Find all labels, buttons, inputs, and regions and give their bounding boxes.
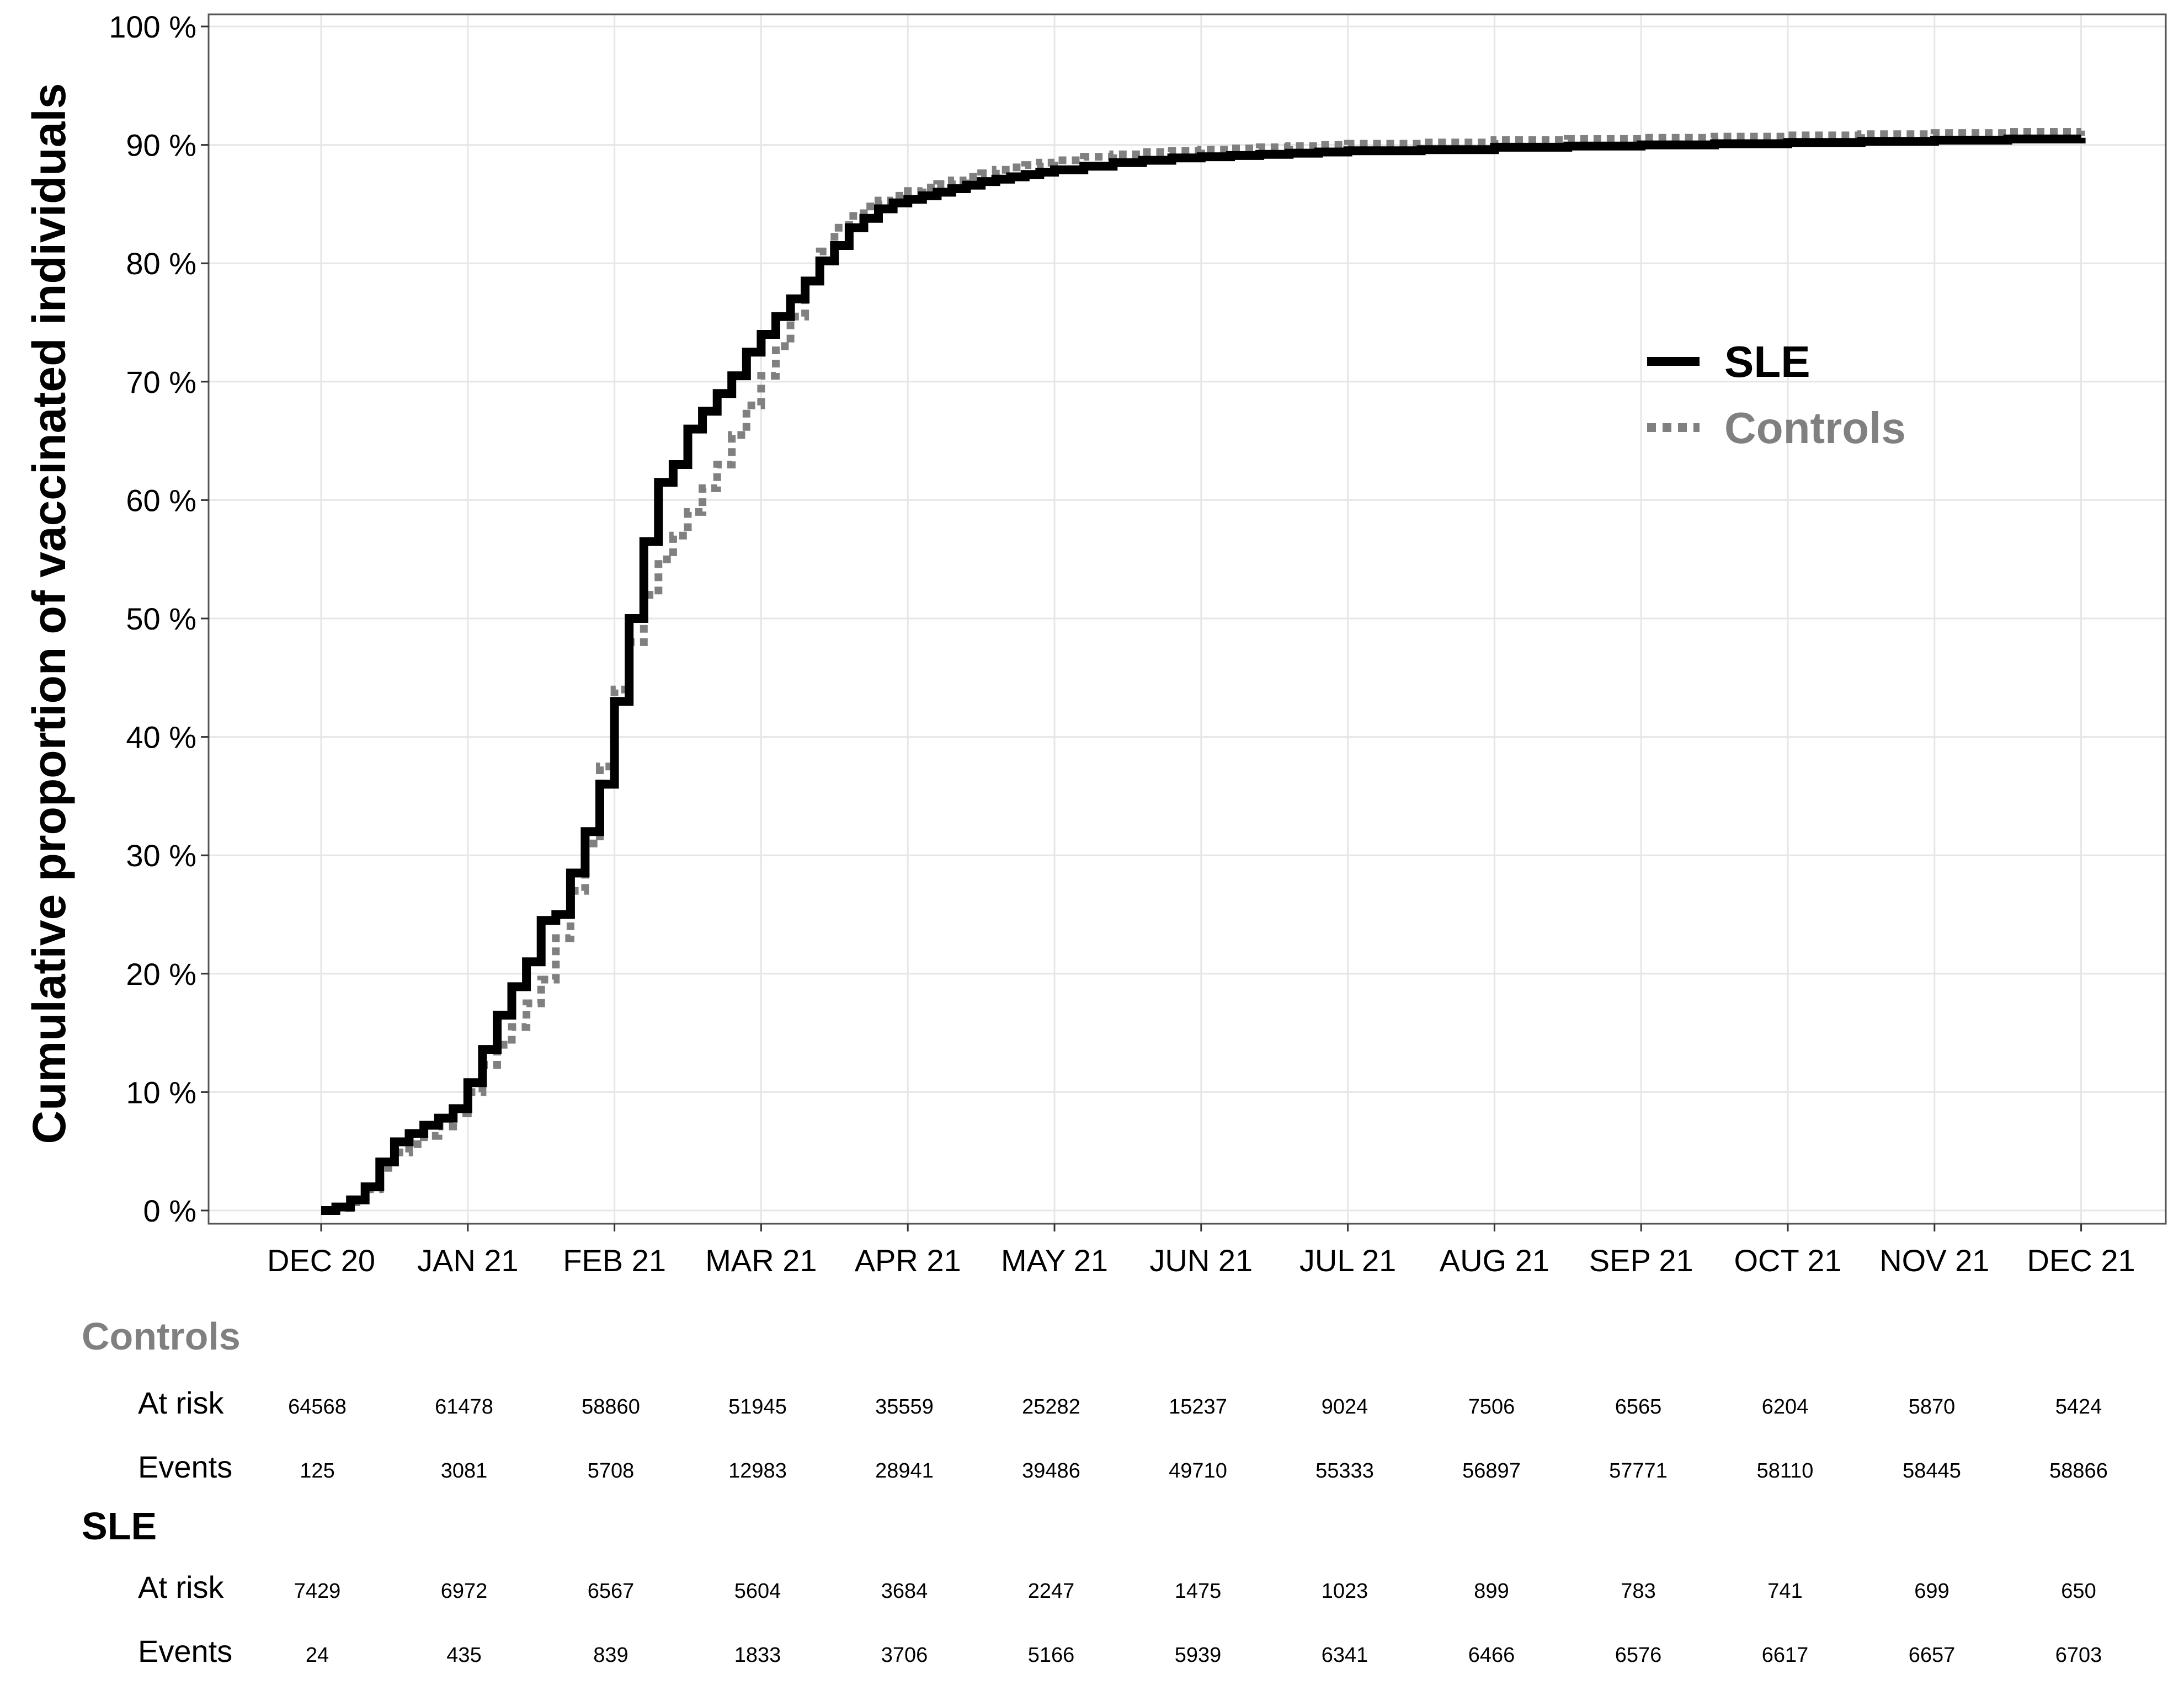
risk-value: 6657 [1909, 1644, 1956, 1667]
risk-row-label: Events [138, 1634, 232, 1668]
risk-row-label: Events [138, 1449, 232, 1484]
risk-value: 6466 [1468, 1644, 1515, 1667]
risk-value: 25282 [1022, 1395, 1080, 1419]
risk-value: 125 [300, 1459, 334, 1483]
y-tick-label: 40 % [126, 720, 196, 755]
risk-value: 5939 [1175, 1644, 1222, 1667]
x-tick-label: OCT 21 [1734, 1243, 1841, 1278]
y-tick-label: 50 % [126, 601, 196, 636]
risk-value: 5870 [1909, 1395, 1956, 1419]
risk-row-label: At risk [138, 1570, 225, 1604]
x-tick-label: JUL 21 [1299, 1243, 1396, 1278]
risk-value: 3684 [881, 1580, 928, 1603]
risk-value: 741 [1767, 1580, 1802, 1603]
risk-value: 783 [1621, 1580, 1655, 1603]
legend: SLE Controls [1647, 337, 1906, 452]
risk-value: 58866 [2049, 1459, 2108, 1483]
x-tick-label: JUN 21 [1149, 1243, 1253, 1278]
x-tick-label: DEC 20 [267, 1243, 375, 1278]
risk-value: 9024 [1322, 1395, 1368, 1419]
risk-value: 55333 [1315, 1459, 1374, 1483]
y-axis-title: Cumulative proportion of vaccinated indi… [23, 83, 75, 1144]
x-tick-label: DEC 21 [2027, 1243, 2135, 1278]
risk-value: 6567 [588, 1580, 635, 1603]
x-tick-label: AUG 21 [1440, 1243, 1549, 1278]
y-tick-label: 100 % [109, 9, 196, 44]
risk-value: 61478 [435, 1395, 493, 1419]
risk-value: 5424 [2055, 1395, 2102, 1419]
x-tick-label: APR 21 [855, 1243, 961, 1278]
risk-value: 58445 [1903, 1459, 1961, 1483]
risk-group-title-controls: Controls [82, 1315, 241, 1358]
risk-table: Controls At risk 64568 61478 58860 51945 35559… [82, 1315, 2108, 1668]
risk-value: 6617 [1762, 1644, 1809, 1667]
risk-value: 35559 [875, 1395, 934, 1419]
risk-group-title-sle: SLE [82, 1505, 157, 1548]
risk-value: 15237 [1169, 1395, 1227, 1419]
risk-value: 6972 [441, 1580, 488, 1603]
risk-value: 899 [1474, 1580, 1509, 1603]
risk-value: 51945 [728, 1395, 787, 1419]
survival-curves [321, 128, 2086, 1215]
risk-value: 58110 [1757, 1459, 1814, 1483]
grid-lines [209, 14, 2166, 1224]
risk-value: 5708 [588, 1459, 635, 1483]
risk-value: 1023 [1322, 1580, 1368, 1603]
y-tick-label: 90 % [126, 128, 196, 163]
y-tick-label: 20 % [126, 957, 196, 991]
x-tick-label: MAR 21 [705, 1243, 817, 1278]
risk-value: 5166 [1028, 1644, 1075, 1667]
y-tick-label: 70 % [126, 365, 196, 399]
risk-value: 6565 [1615, 1395, 1662, 1419]
risk-value: 12983 [728, 1459, 787, 1483]
risk-value: 3706 [881, 1644, 928, 1667]
axes: 0 % 10 % 20 % 30 % 40 % 50 % 60 % 70 % 80 % 90 % 1… [23, 9, 2167, 1278]
x-tick-label: JAN 21 [417, 1243, 519, 1278]
series-line-sle [321, 134, 2086, 1215]
risk-value: 58860 [582, 1395, 640, 1419]
risk-value: 28941 [875, 1459, 934, 1483]
x-tick-label: NOV 21 [1879, 1243, 1989, 1278]
risk-row-label: At risk [138, 1385, 225, 1420]
risk-value: 6576 [1615, 1644, 1662, 1667]
legend-label-controls: Controls [1724, 403, 1906, 452]
legend-label-sle: SLE [1724, 337, 1810, 386]
risk-value: 7429 [294, 1580, 341, 1603]
risk-value: 6341 [1322, 1644, 1368, 1667]
risk-value: 699 [1914, 1580, 1949, 1603]
risk-value: 64568 [288, 1395, 347, 1419]
risk-value: 49710 [1169, 1459, 1227, 1483]
risk-value: 56897 [1462, 1459, 1521, 1483]
risk-value: 39486 [1022, 1459, 1080, 1483]
y-tick-label: 30 % [126, 838, 196, 873]
risk-value: 650 [2061, 1580, 2096, 1603]
risk-value: 5604 [734, 1580, 781, 1603]
x-tick-label: MAY 21 [1001, 1243, 1108, 1278]
y-tick-label: 0 % [143, 1193, 197, 1228]
risk-value: 2247 [1028, 1580, 1075, 1603]
risk-value: 839 [593, 1644, 628, 1667]
y-tick-label: 60 % [126, 483, 196, 518]
risk-value: 1833 [734, 1644, 781, 1667]
risk-value: 1475 [1175, 1580, 1222, 1603]
risk-value: 24 [306, 1644, 329, 1667]
x-tick-label: SEP 21 [1589, 1243, 1693, 1278]
risk-value: 3081 [441, 1459, 488, 1483]
risk-value: 7506 [1468, 1395, 1515, 1419]
x-tick-label: FEB 21 [563, 1243, 666, 1278]
risk-value: 6703 [2055, 1644, 2102, 1667]
risk-value: 6204 [1762, 1395, 1809, 1419]
risk-value: 435 [446, 1644, 481, 1667]
y-tick-label: 10 % [126, 1075, 196, 1110]
risk-value: 57771 [1609, 1459, 1668, 1483]
y-tick-label: 80 % [126, 246, 196, 281]
